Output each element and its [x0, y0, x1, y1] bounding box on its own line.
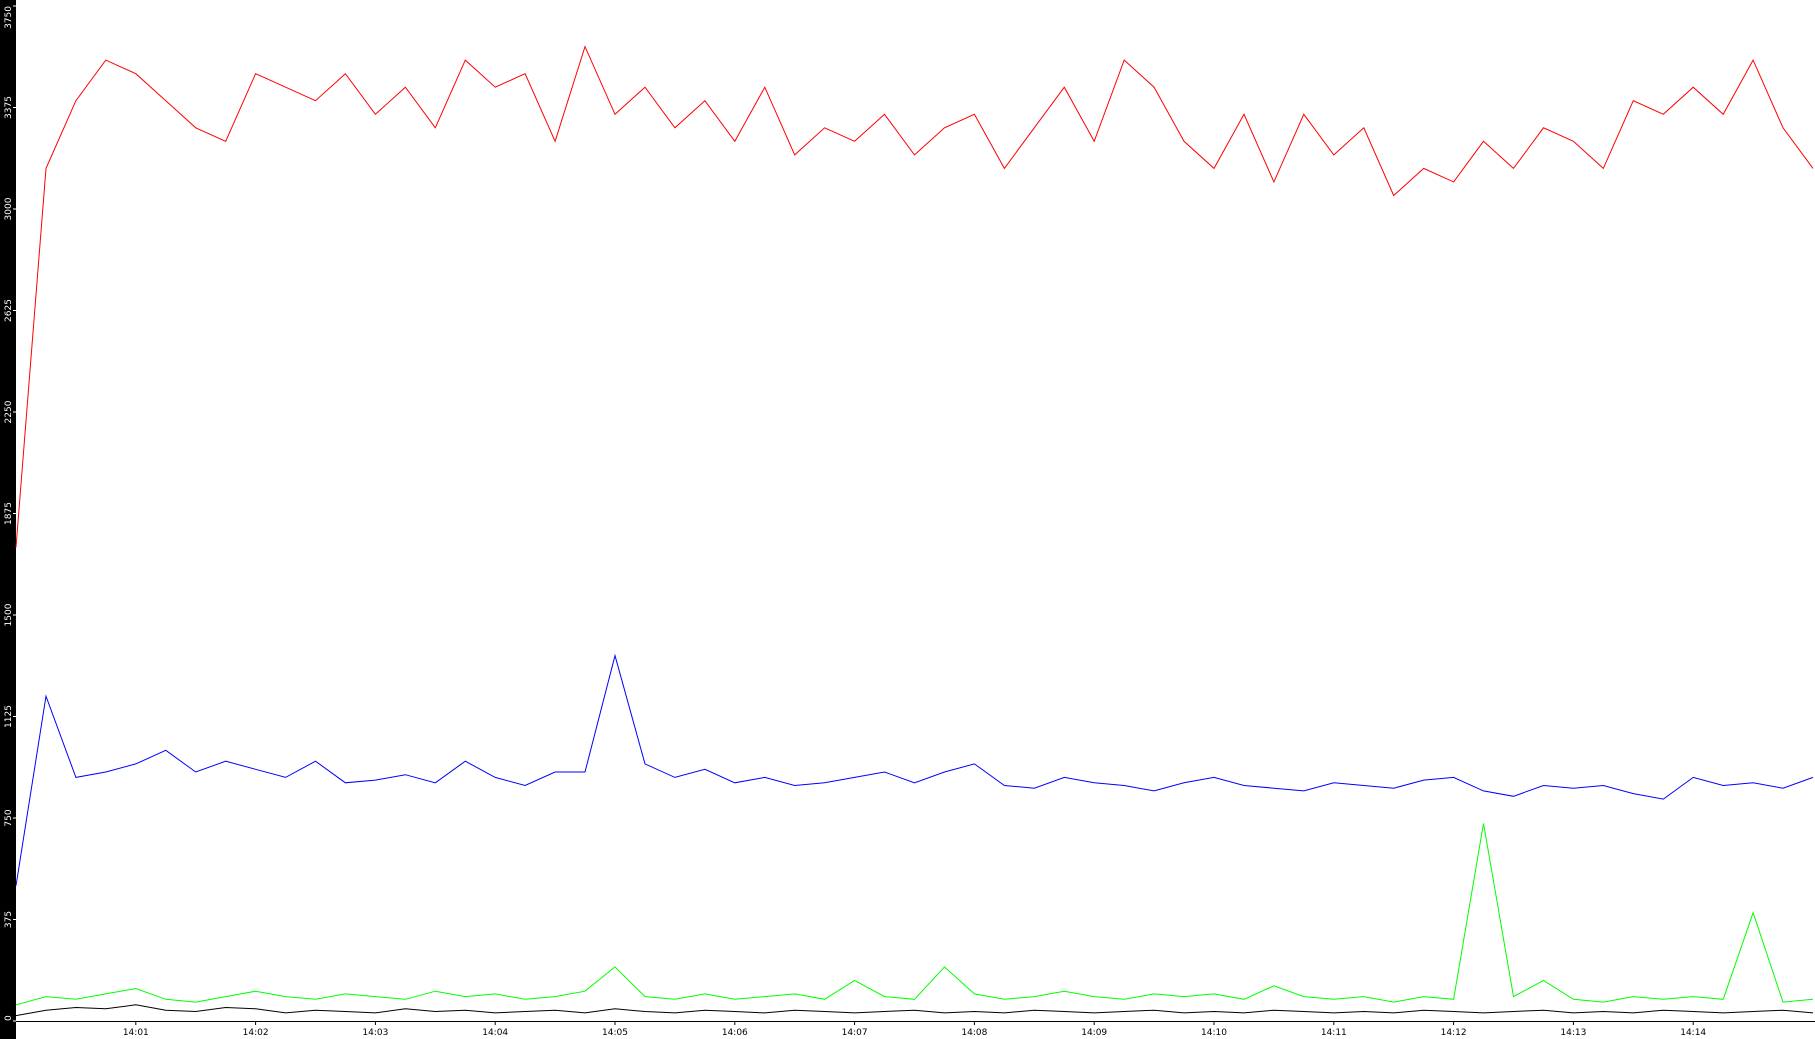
- x-tick-label: 14:07: [842, 1028, 868, 1038]
- x-tick-label: 14:09: [1081, 1028, 1107, 1038]
- x-tick-label: 14:03: [362, 1028, 388, 1038]
- x-tick-label: 14:13: [1560, 1028, 1586, 1038]
- x-tick-label: 14:02: [243, 1028, 269, 1038]
- x-tick-label: 14:12: [1441, 1028, 1467, 1038]
- x-tick-label: 14:01: [123, 1028, 149, 1038]
- y-tick-label: 1875: [4, 502, 14, 525]
- y-tick-label: 3000: [4, 197, 14, 220]
- x-tick-label: 14:14: [1680, 1028, 1706, 1038]
- y-tick-label: 375: [4, 911, 14, 928]
- x-tick-label: 14:05: [602, 1028, 628, 1038]
- x-tick-label: 14:06: [722, 1028, 748, 1038]
- y-axis-strip: [0, 0, 16, 1039]
- y-tick-label: 2250: [4, 400, 14, 423]
- y-tick-label: 0: [4, 1015, 14, 1021]
- y-tick-label: 3375: [4, 96, 14, 119]
- x-tick-label: 14:10: [1201, 1028, 1227, 1038]
- y-tick-label: 750: [4, 809, 14, 826]
- y-tick-label: 2625: [4, 299, 14, 322]
- x-tick-label: 14:11: [1321, 1028, 1347, 1038]
- series-line: [15, 823, 1814, 1006]
- x-tick-label: 14:08: [961, 1028, 987, 1038]
- series-line: [15, 653, 1814, 886]
- y-tick-label: 3750: [4, 6, 14, 29]
- y-tick-label: 1125: [4, 705, 14, 728]
- y-tick-label: 1500: [4, 603, 14, 626]
- series-line: [15, 45, 1814, 548]
- x-tick-label: 14:04: [482, 1028, 508, 1038]
- series-line: [15, 1004, 1814, 1017]
